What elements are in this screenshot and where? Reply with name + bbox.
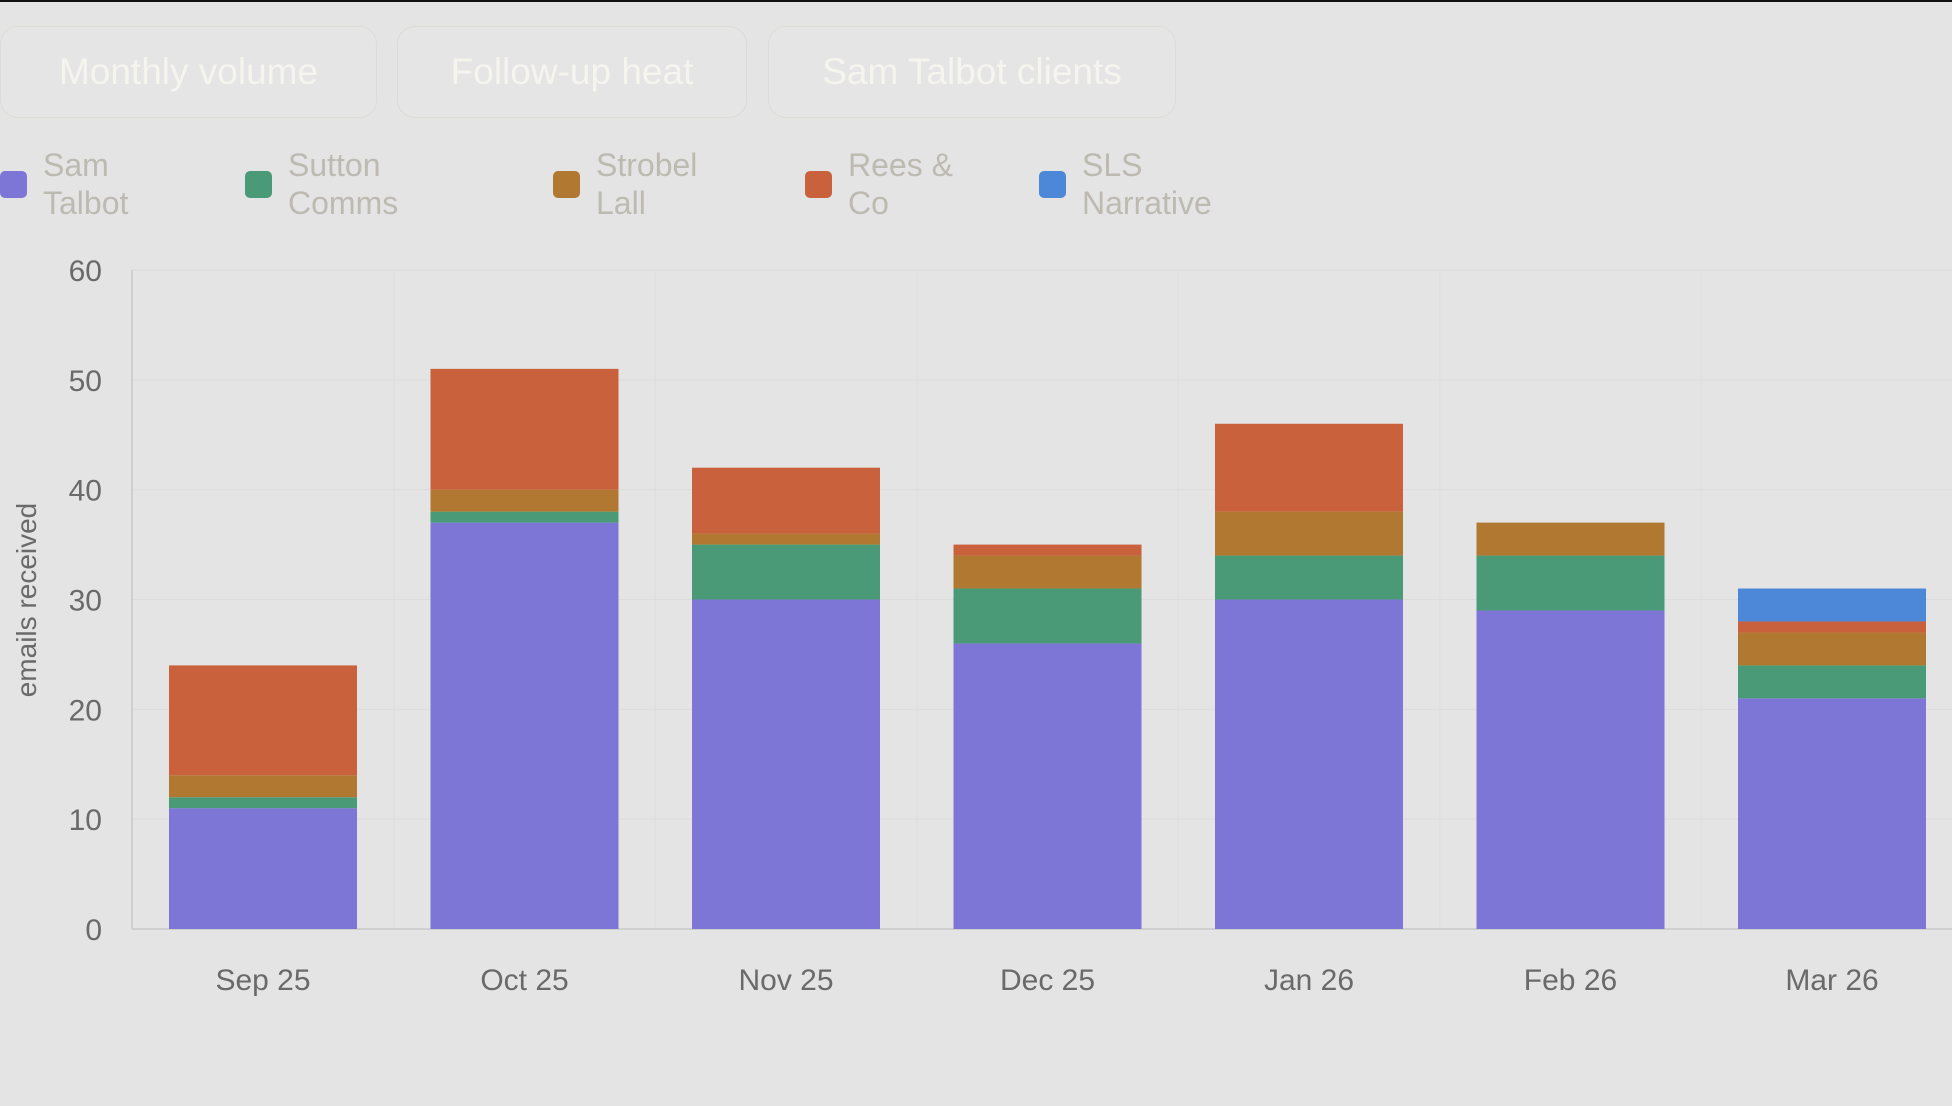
y-tick-label: 20 <box>69 694 102 727</box>
legend-label: Rees & Co <box>848 147 953 221</box>
bar-segment-rees-co <box>692 467 880 534</box>
y-tick-label: 50 <box>69 365 102 398</box>
tab-sam-talbot-clients[interactable]: Sam Talbot clients <box>768 26 1176 118</box>
bar-segment-sutton-comms <box>1738 665 1926 699</box>
bar-segment-strobel-lall <box>953 555 1142 589</box>
bar-segment-rees-co <box>953 544 1142 556</box>
bar-segment-rees-co <box>1215 423 1403 512</box>
legend-swatch <box>245 170 272 198</box>
bar-segment-sam-talbot <box>1215 599 1403 929</box>
bar-segment-strobel-lall <box>430 489 619 512</box>
legend-item[interactable]: Sam Talbot <box>0 147 128 221</box>
legend-label: Sam Talbot <box>43 147 129 221</box>
x-tick-label: Mar 26 <box>1785 964 1878 997</box>
bar-segment-rees-co <box>169 665 357 776</box>
bar-segment-strobel-lall <box>1215 511 1403 556</box>
x-tick-label: Oct 25 <box>480 964 568 997</box>
bar-segment-sutton-comms <box>430 511 619 523</box>
x-tick-label: Jan 26 <box>1264 964 1354 997</box>
legend-label: Sutton Comms <box>288 147 399 221</box>
y-tick-label: 60 <box>69 255 102 288</box>
bar-segment-sutton-comms <box>1215 555 1403 600</box>
bar-segment-rees-co <box>430 368 619 490</box>
bar-segment-sam-talbot <box>953 643 1142 929</box>
bar-segment-sutton-comms <box>169 797 357 809</box>
bar-segment-rees-co <box>1738 621 1926 633</box>
bar-segment-sam-talbot <box>430 522 619 929</box>
legend-label: Strobel Lall <box>596 147 698 221</box>
y-tick-label: 40 <box>69 475 102 508</box>
bar-segment-sutton-comms <box>1476 555 1665 611</box>
bar-segment-sutton-comms <box>953 588 1142 644</box>
bar-segment-strobel-lall <box>1476 522 1665 556</box>
bar-segment-sutton-comms <box>692 544 880 600</box>
bar-segment-sam-talbot <box>169 808 357 929</box>
tab-monthly-volume[interactable]: Monthly volume <box>0 26 377 118</box>
bar-segment-strobel-lall <box>1738 632 1926 666</box>
legend-item[interactable]: Rees & Co <box>805 147 968 221</box>
y-tick-label: 10 <box>69 804 102 837</box>
bar-segment-sam-talbot <box>1738 698 1926 929</box>
legend-item[interactable]: Sutton Comms <box>245 147 398 221</box>
bar-segment-strobel-lall <box>692 533 880 545</box>
legend-item[interactable]: SLS Narrative <box>1039 147 1212 221</box>
bar-segment-sam-talbot <box>1476 610 1665 929</box>
legend-swatch <box>553 170 580 198</box>
bar-segment-sls-narrative <box>1738 588 1926 622</box>
x-tick-label: Feb 26 <box>1524 964 1617 997</box>
x-tick-label: Nov 25 <box>738 964 833 997</box>
x-tick-label: Dec 25 <box>1000 964 1095 997</box>
legend-swatch <box>0 170 27 198</box>
tab-follow-up-heat[interactable]: Follow-up heat <box>397 26 747 118</box>
legend-swatch <box>1039 170 1066 198</box>
x-tick-label: Sep 25 <box>215 964 310 997</box>
legend-label: SLS Narrative <box>1082 147 1212 221</box>
legend-item[interactable]: Strobel Lall <box>553 147 697 221</box>
y-tick-label: 30 <box>69 585 102 618</box>
bar-segment-strobel-lall <box>169 775 357 798</box>
bar-segment-sam-talbot <box>692 599 880 929</box>
y-tick-label: 0 <box>85 914 102 947</box>
legend-swatch <box>805 170 832 198</box>
